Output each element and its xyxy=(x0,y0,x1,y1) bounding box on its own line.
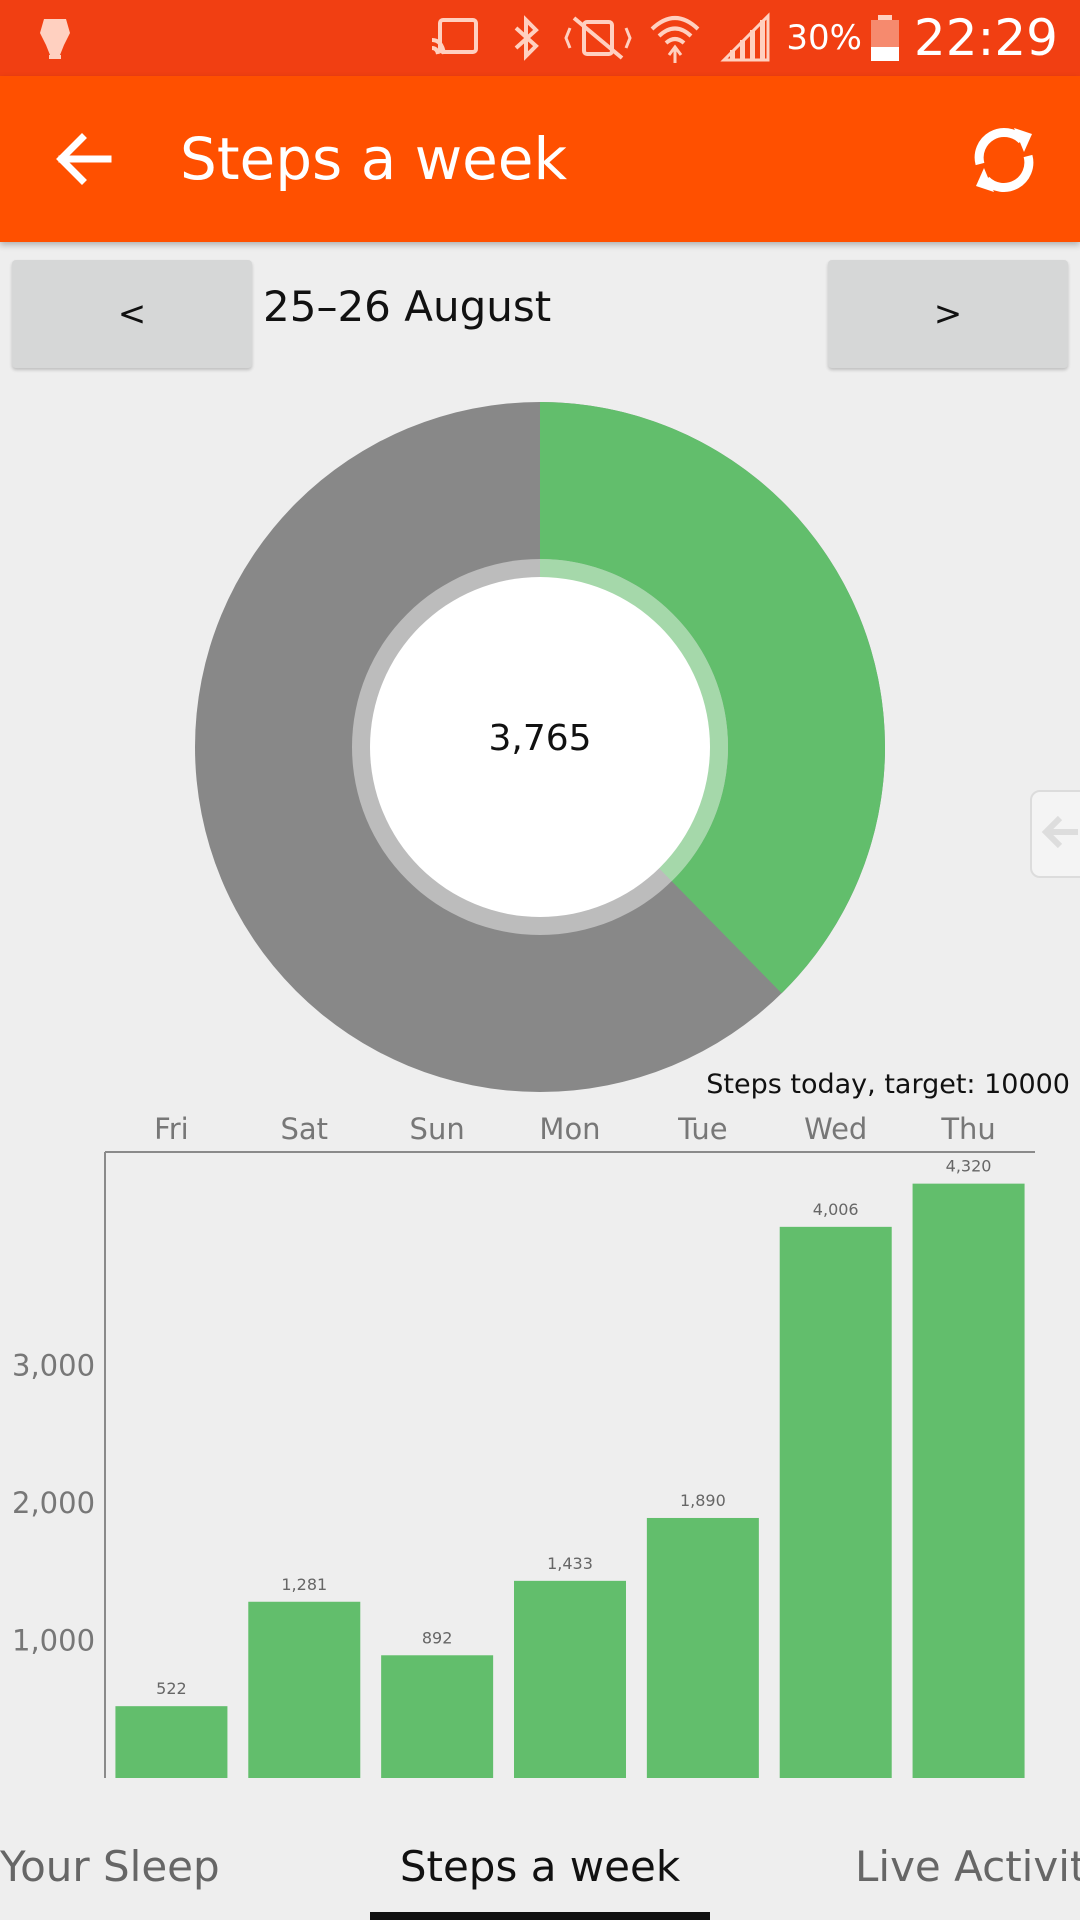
bar-value-label: 1,890 xyxy=(680,1491,726,1510)
bottom-tab-bar: Your Sleep Steps a week Live Activity xyxy=(0,1820,1080,1920)
bar xyxy=(115,1706,228,1778)
arrow-left-icon xyxy=(56,133,112,185)
y-tick-label: 3,000 xyxy=(12,1348,95,1382)
bar xyxy=(381,1655,494,1778)
x-tick-label: Mon xyxy=(539,1112,600,1146)
side-drawer-handle[interactable] xyxy=(1030,790,1080,878)
bar xyxy=(646,1517,759,1778)
battery-percent: 30% xyxy=(786,18,862,58)
weekly-steps-chart: Fri 522 Sat 1,281 Sun 892 Mon 1,433 Tue 1,890 Wed 4… xyxy=(12,1112,1035,1778)
next-period-button[interactable]: > xyxy=(828,260,1068,368)
back-button[interactable] xyxy=(50,124,120,194)
cast-icon xyxy=(430,0,480,76)
bar-value-label: 1,433 xyxy=(547,1554,593,1573)
tab-steps-a-week[interactable]: Steps a week xyxy=(399,1841,681,1891)
bar xyxy=(912,1183,1025,1778)
bluetooth-icon xyxy=(510,0,544,76)
date-range: 25–26 August xyxy=(263,282,552,331)
refresh-button[interactable] xyxy=(964,120,1044,200)
steps-target-caption: Steps today, target: 10000 xyxy=(706,1069,1070,1100)
bar-value-label: 892 xyxy=(422,1628,453,1647)
x-tick-label: Fri xyxy=(154,1112,189,1146)
battery-icon xyxy=(868,0,902,76)
arrow-left-icon xyxy=(1041,815,1078,849)
vibrate-off-icon xyxy=(562,0,634,76)
steps-today-donut xyxy=(195,402,885,1092)
x-tick-label: Sat xyxy=(281,1112,329,1146)
wifi-icon xyxy=(648,0,702,76)
status-time: 22:29 xyxy=(913,9,1058,67)
bar xyxy=(514,1580,626,1778)
signal-icon xyxy=(720,0,772,76)
bar xyxy=(779,1226,892,1778)
x-tick-label: Wed xyxy=(804,1112,867,1146)
bar-value-label: 4,320 xyxy=(946,1157,992,1176)
y-tick-label: 2,000 xyxy=(12,1486,95,1520)
bar-value-label: 4,006 xyxy=(813,1200,859,1219)
previous-period-button[interactable]: < xyxy=(12,260,252,368)
bar-value-label: 522 xyxy=(156,1679,187,1698)
bar xyxy=(248,1601,361,1778)
active-tab-indicator xyxy=(370,1912,710,1920)
x-tick-label: Thu xyxy=(940,1112,995,1146)
status-bar: 30% 22:29 xyxy=(0,0,1080,76)
app-bar: Steps a week xyxy=(0,76,1080,242)
refresh-icon xyxy=(974,128,1034,192)
steps-today-value: 3,765 xyxy=(488,718,592,759)
bar-value-label: 1,281 xyxy=(281,1575,327,1594)
x-tick-label: Tue xyxy=(677,1112,728,1146)
tab-your-sleep[interactable]: Your Sleep xyxy=(0,1841,220,1891)
page-title: Steps a week xyxy=(180,125,568,193)
tab-live-activity[interactable]: Live Activity xyxy=(855,1841,1080,1891)
donut-center xyxy=(370,577,710,917)
x-tick-label: Sun xyxy=(410,1112,465,1146)
y-tick-label: 1,000 xyxy=(12,1623,95,1657)
app-notification-icon xyxy=(36,0,74,76)
